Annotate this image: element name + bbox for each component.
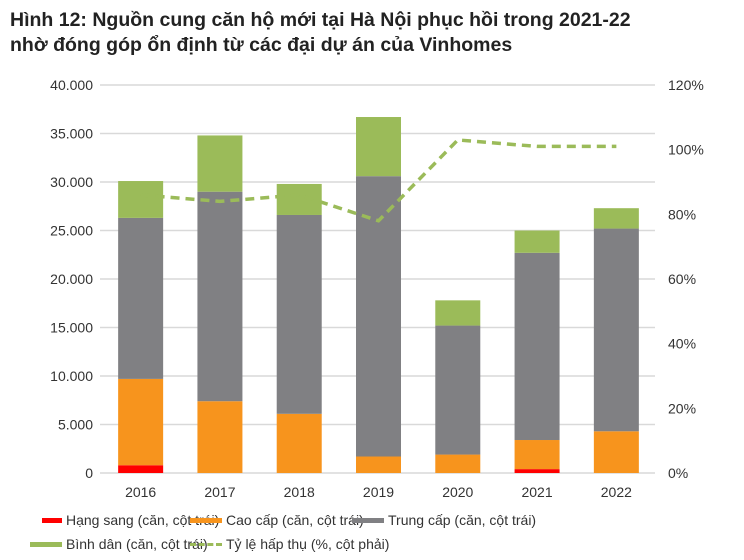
legend-swatch [42, 517, 62, 523]
x-tick-label: 2020 [442, 484, 473, 500]
legend-label: Trung cấp (căn, cột trái) [388, 512, 537, 528]
y-right-tick-label: 120% [668, 77, 704, 93]
x-tick-label: 2016 [125, 484, 156, 500]
y-right-tick-label: 0% [668, 465, 688, 481]
legend-label: Hạng sang (căn, cột trái) [66, 512, 220, 528]
legend-item-cao-cap: Cao cấp (căn, cột trái) [190, 512, 364, 528]
chart-title: Hình 12: Nguồn cung căn hộ mới tại Hà Nộ… [10, 8, 631, 58]
bar-segment [514, 230, 560, 253]
bar-segment [593, 228, 639, 432]
y-left-tick-label: 35.000 [50, 126, 93, 142]
y-left-tick-label: 20.000 [50, 271, 93, 287]
bar-segment [593, 431, 639, 473]
stacked-bar-chart: 0 5.000 10.000 15.000 20.000 25.000 30.000 35.0… [50, 77, 704, 500]
x-tick-label: 2018 [284, 484, 315, 500]
legend-swatch [352, 517, 384, 523]
title-line-2: nhờ đóng góp ổn định từ các đại dự án củ… [10, 34, 513, 56]
bar-segment [118, 217, 164, 379]
legend-item-trung-cap: Trung cấp (căn, cột trái) [352, 512, 536, 528]
bar-segment [593, 208, 639, 229]
bar-segment [276, 413, 322, 473]
bar-segment [197, 401, 243, 473]
y-right-tick-label: 100% [668, 142, 704, 158]
bar-segment [197, 191, 243, 402]
legend-label: Bình dân (căn, cột trái) [66, 536, 208, 552]
legend-item-absorption-rate: Tỷ lệ hấp thụ (%, cột phải) [190, 536, 389, 552]
legend-item-hang-sang: Hạng sang (căn, cột trái) [42, 512, 219, 528]
y-left-tick-label: 30.000 [50, 174, 93, 190]
legend-item-binh-dan: Bình dân (căn, cột trái) [30, 536, 208, 552]
title-line-1: Hình 12: Nguồn cung căn hộ mới tại Hà Nộ… [10, 9, 631, 31]
bar-segment [435, 300, 481, 326]
x-tick-label: 2022 [601, 484, 632, 500]
y-right-tick-label: 80% [668, 206, 696, 222]
y-left-tick-label: 40.000 [50, 77, 93, 93]
bar-segment [276, 183, 322, 215]
bar-segment [435, 454, 481, 473]
y-right-tick-label: 40% [668, 336, 696, 352]
bar-segment [356, 456, 401, 473]
bar-segment [118, 465, 164, 473]
bar-segment [276, 214, 322, 414]
legend-dash [190, 542, 222, 546]
y-right-tick-label: 20% [668, 400, 696, 416]
x-tick-label: 2017 [204, 484, 235, 500]
bar-segment [514, 252, 560, 441]
y-right-tick-label: 60% [668, 271, 696, 287]
y-left-tick-label: 0 [85, 465, 93, 481]
bar-segment [514, 440, 560, 470]
y-left-tick-label: 5.000 [58, 417, 93, 433]
legend-swatch [30, 541, 62, 547]
bar-segment [356, 176, 401, 457]
y-left-tick-label: 10.000 [50, 368, 93, 384]
y-left-tick-label: 15.000 [50, 320, 93, 336]
bar-segment [197, 135, 243, 192]
bar-segment [118, 378, 164, 466]
legend-label: Tỷ lệ hấp thụ (%, cột phải) [226, 536, 390, 552]
x-tick-label: 2021 [521, 484, 552, 500]
bar-segment [118, 181, 164, 218]
legend-label: Cao cấp (căn, cột trái) [226, 512, 364, 528]
bar-segment [514, 469, 560, 473]
bar-segment [356, 117, 401, 177]
legend-swatch [190, 517, 222, 523]
x-tick-label: 2019 [363, 484, 394, 500]
y-left-tick-label: 25.000 [50, 223, 93, 239]
bar-segment [435, 325, 481, 455]
